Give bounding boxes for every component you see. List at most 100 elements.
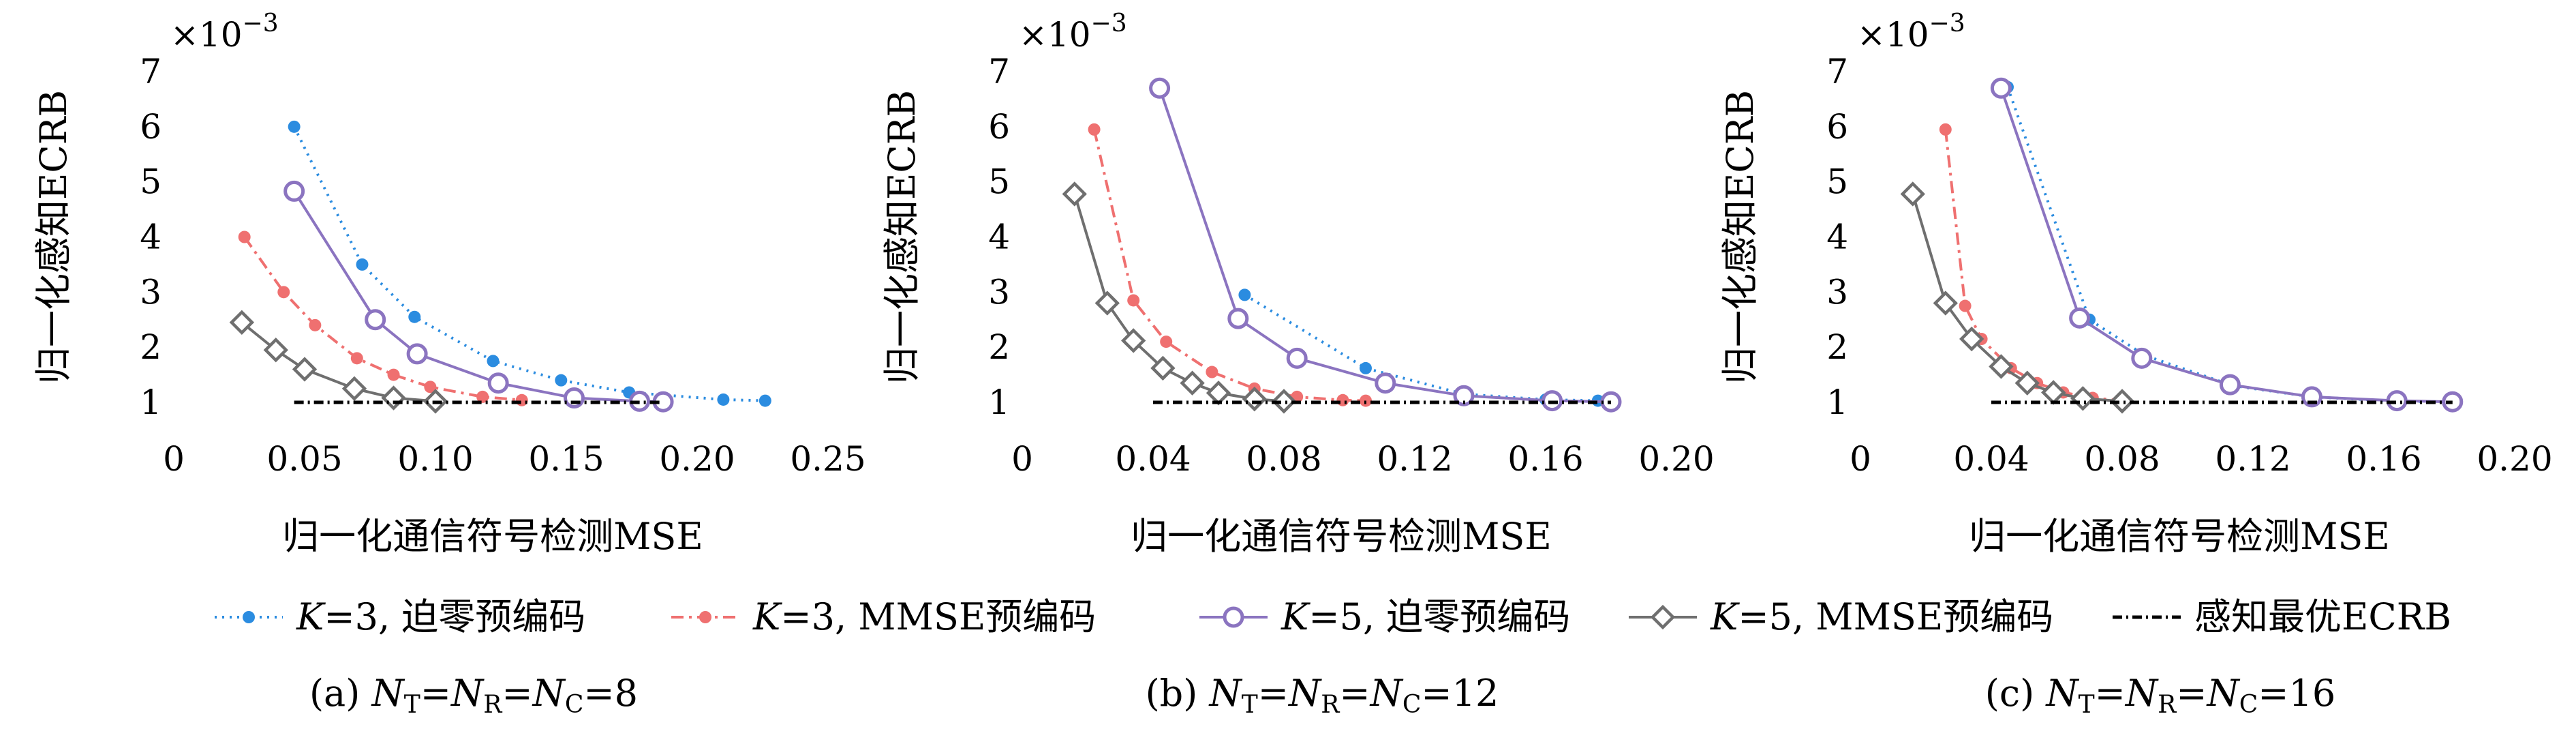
x-axis-label: 归一化通信符号检测MSE [1969, 515, 2390, 558]
data-point-k5_mmse [1121, 328, 1146, 353]
legend-item-k3_mmse: K=3, MMSE预编码 [671, 595, 1096, 638]
legend-marker [1650, 604, 1676, 630]
y-axis-label: 归一化感知ECRB [32, 90, 75, 384]
y-tick-label: 2 [1826, 327, 1848, 367]
legend: K=3, 迫零预编码 K=3, MMSE预编码 K=5, 迫零预编码 K=5, MMS… [215, 595, 2451, 638]
data-point-k5_mmse [1242, 386, 1267, 412]
data-point-k3_mmse [350, 352, 363, 365]
data-point-k5_zf [1286, 347, 1308, 369]
series-k5_zf [1149, 77, 1622, 413]
series-k3_zf [288, 120, 771, 407]
data-point-k3_mmse [1160, 336, 1173, 348]
series-k5_mmse [1900, 181, 2135, 414]
data-point-k5_mmse [1900, 181, 1925, 207]
legend-marker [243, 611, 255, 623]
series-line-k5_mmse [241, 321, 436, 403]
data-point-k3_mmse [1127, 294, 1140, 307]
data-point-k5_zf [1375, 372, 1396, 394]
data-point-k3_mmse [1939, 123, 1952, 136]
data-point-k3_mmse [238, 230, 251, 243]
x-axis-label: 归一化通信符号检测MSE [282, 515, 703, 558]
y-tick-label: 5 [988, 162, 1010, 202]
panel-caption: (b) NT=NR=NC=12 [1146, 672, 1499, 719]
legend-marker [699, 611, 711, 623]
data-point-k5_mmse [1959, 326, 1984, 352]
data-point-k3_mmse [476, 390, 489, 403]
series-k3_mmse [1088, 123, 1372, 407]
data-point-k5_zf [283, 180, 305, 202]
data-point-k5_zf [2069, 307, 2091, 329]
data-point-k3_zf [717, 393, 730, 406]
data-point-k5_zf [406, 343, 428, 365]
y-tick-label: 3 [988, 272, 1010, 312]
data-point-k3_mmse [424, 381, 437, 393]
data-point-k5_mmse [1062, 181, 1087, 207]
data-point-k5_zf [365, 309, 386, 331]
series-line-k3_zf [292, 125, 765, 402]
y-axis-label: 归一化感知ECRB [1719, 90, 1762, 384]
data-point-k3_mmse [387, 368, 400, 381]
y-multiplier: ×10−3 [1019, 10, 1127, 55]
data-point-k5_zf [564, 387, 585, 409]
panel-caption: (c) NT=NR=NC=16 [1985, 672, 2335, 719]
y-tick-label: 1 [1826, 383, 1848, 422]
x-tick-label: 0.25 [790, 439, 865, 479]
x-tick-label: 0.10 [397, 439, 473, 479]
y-axis-label: 归一化感知ECRB [880, 90, 923, 384]
data-point-k3_mmse [1336, 393, 1349, 406]
data-point-k3_zf [356, 258, 369, 271]
y-tick-label: 2 [140, 327, 162, 367]
data-point-k3_mmse [1088, 123, 1101, 136]
series-line-k3_mmse [1944, 129, 2123, 402]
data-point-k5_mmse [1989, 354, 2014, 379]
x-tick-label: 0.04 [1115, 439, 1191, 479]
x-tick-label: 0.08 [2084, 439, 2160, 479]
data-point-k5_mmse [2109, 389, 2135, 414]
data-point-k5_mmse [1094, 291, 1120, 316]
panel-caption: (a) NT=NR=NC=8 [309, 672, 638, 719]
legend-marker [1223, 606, 1244, 628]
y-tick-label: 3 [1826, 272, 1848, 312]
y-tick-label: 7 [140, 52, 162, 91]
x-tick-label: 0.12 [2215, 439, 2290, 479]
series-k3_mmse [1939, 123, 2128, 407]
legend-label: K=5, 迫零预编码 [1281, 595, 1570, 638]
y-tick-label: 1 [988, 383, 1010, 422]
y-multiplier: ×10−3 [1857, 10, 1965, 55]
y-tick-label: 7 [1826, 52, 1848, 91]
legend-item-k5_zf: K=5, 迫零预编码 [1199, 595, 1570, 638]
series-line-k5_zf [292, 190, 664, 404]
series-k3_mmse [238, 230, 528, 406]
data-point-k5_mmse [1271, 389, 1297, 414]
y-tick-label: 7 [988, 52, 1010, 91]
y-tick-label: 3 [140, 272, 162, 312]
x-tick-label: 0 [1850, 439, 1871, 479]
data-point-k5_mmse [1206, 381, 1231, 406]
x-tick-label: 0.04 [1953, 439, 2029, 479]
data-point-k3_zf [555, 374, 568, 387]
x-axis-label: 归一化通信符号检测MSE [1131, 515, 1552, 558]
y-multiplier: ×10−3 [170, 10, 279, 55]
data-point-k5_mmse [381, 385, 406, 411]
x-tick-label: 0 [1011, 439, 1033, 479]
y-tick-label: 4 [1826, 218, 1848, 257]
data-point-k5_zf [2131, 347, 2153, 369]
legend-label: K=5, MMSE预编码 [1710, 595, 2053, 638]
series-line-k3_mmse [1092, 129, 1366, 402]
data-point-k5_mmse [1150, 355, 1176, 381]
x-tick-label: 0.16 [1507, 439, 1583, 479]
y-tick-label: 5 [140, 162, 162, 202]
data-point-k5_mmse [229, 310, 255, 335]
data-point-k3_zf [408, 310, 421, 323]
y-tick-label: 1 [140, 383, 162, 422]
data-point-k5_mmse [341, 376, 367, 401]
data-point-k3_zf [487, 355, 500, 368]
series-k3_zf [2002, 80, 2459, 408]
data-point-k3_zf [1238, 288, 1251, 301]
y-tick-label: 4 [140, 218, 162, 257]
series-k5_zf [283, 180, 674, 413]
data-point-k5_zf [1149, 77, 1171, 99]
data-point-k3_mmse [1206, 366, 1218, 378]
series-k5_mmse [229, 310, 448, 414]
